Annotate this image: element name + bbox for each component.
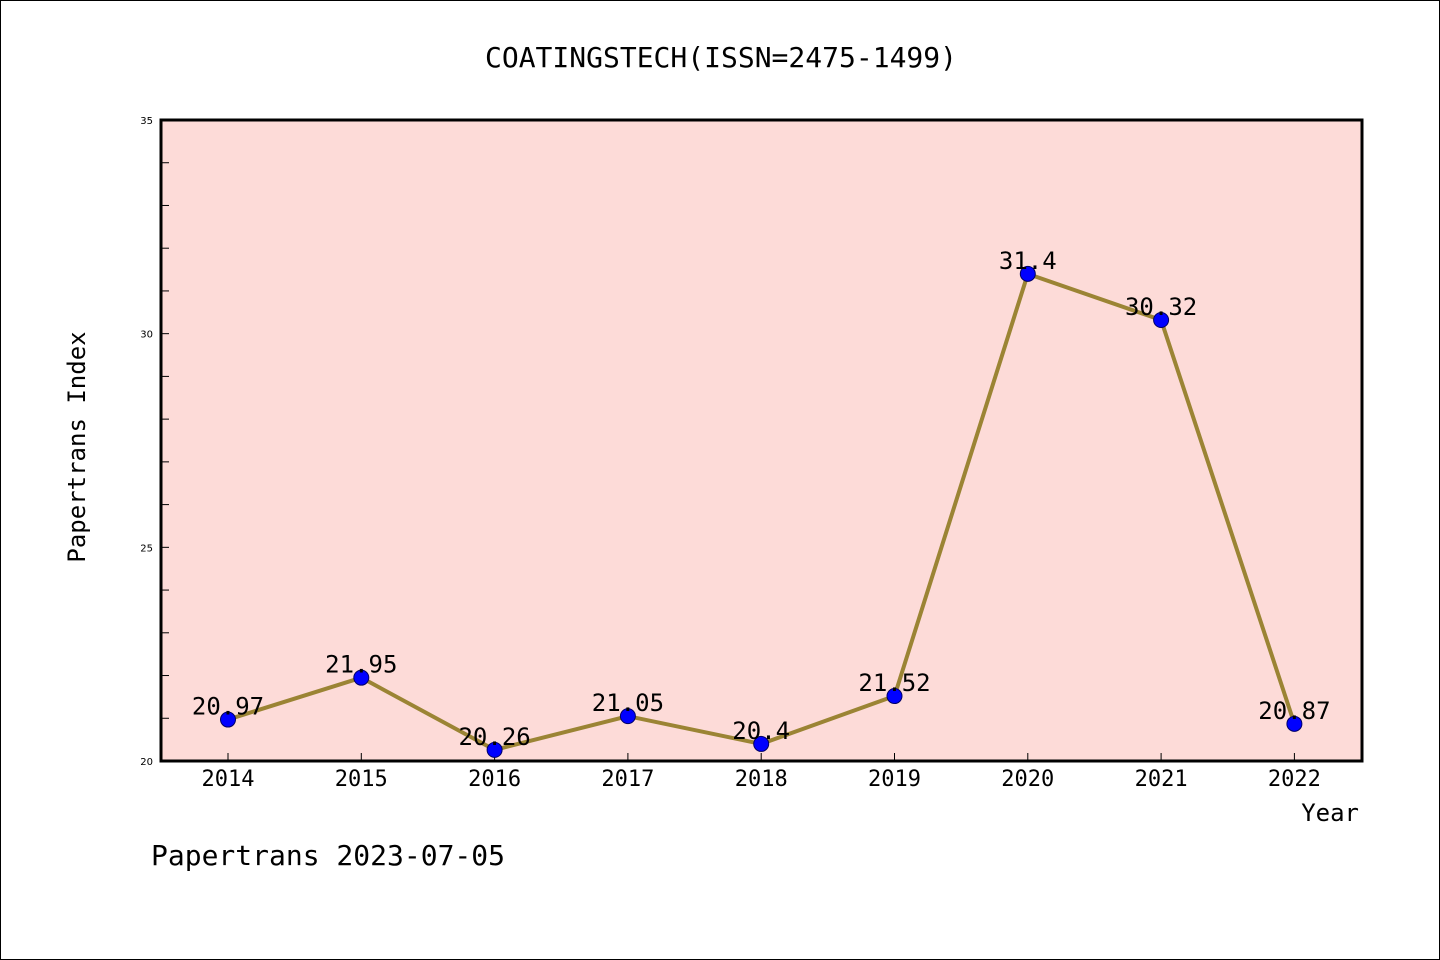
x-tick-label: 2014 (202, 767, 255, 792)
data-point-marker (753, 735, 770, 752)
x-tick-label: 2017 (601, 767, 654, 792)
x-tick-label: 2018 (735, 767, 788, 792)
plot-frame (159, 118, 1364, 763)
data-point-marker (886, 688, 903, 705)
data-labels: 20.97 21.95 20.26 21.05 20.4 21.52 31.4 30.32 20… (192, 247, 1331, 751)
x-axis-label: Year (1301, 799, 1359, 827)
data-point-marker (220, 711, 236, 728)
data-point-marker (1153, 311, 1170, 328)
data-point-marker (353, 669, 370, 686)
y-axis-label: Papertrans Index (63, 331, 91, 562)
y-tick-label: 35 (140, 116, 153, 127)
y-tick-label: 25 (140, 543, 153, 554)
data-point-label: 30.32 (1125, 293, 1197, 321)
y-tick-label: 20 (140, 757, 153, 768)
data-markers (220, 265, 1303, 758)
data-point-label: 20.26 (458, 723, 530, 751)
x-tick-label: 2021 (1135, 767, 1188, 792)
x-tick-label: 2020 (1001, 767, 1054, 792)
y-tick-label: 30 (140, 330, 153, 341)
data-point-marker (1286, 715, 1303, 732)
plot-area (161, 120, 1362, 761)
footer-date-stamp: Papertrans 2023-07-05 (151, 839, 505, 872)
x-tick-label: 2019 (868, 767, 921, 792)
data-point-label: 21.95 (325, 651, 397, 679)
data-point-label: 31.4 (999, 247, 1057, 275)
chart-title: COATINGSTECH(ISSN=2475-1499) (485, 41, 957, 74)
data-point-label: 21.05 (592, 689, 664, 717)
x-tick-label: 2015 (335, 767, 388, 792)
x-axis-ticks: 2014 2015 2016 2017 2018 2019 2020 2021 2022 (202, 753, 1321, 792)
x-tick-label: 2022 (1268, 767, 1321, 792)
data-point-marker (486, 741, 503, 758)
x-tick-label: 2016 (468, 767, 521, 792)
data-point-label: 20.87 (1258, 697, 1330, 725)
data-point-label: 20.4 (732, 717, 790, 745)
data-point-label: 21.52 (858, 669, 930, 697)
data-point-marker (619, 708, 636, 725)
data-point-label: 20.97 (192, 693, 264, 721)
data-point-marker (1019, 265, 1036, 282)
